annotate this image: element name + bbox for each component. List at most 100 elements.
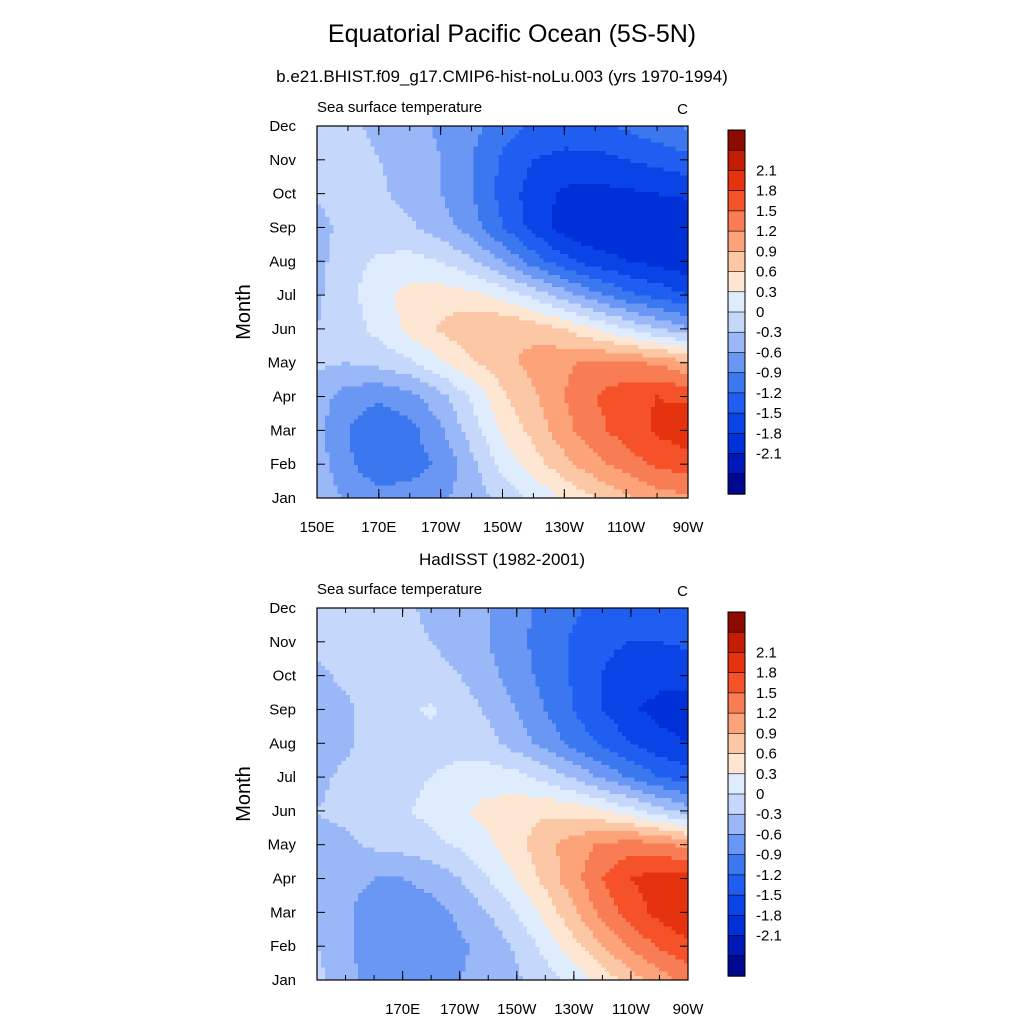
- heatmap-cell: [440, 324, 446, 330]
- heatmap-cell: [457, 183, 462, 189]
- heatmap-cell: [448, 200, 454, 206]
- heatmap-cell: [650, 130, 656, 135]
- heatmap-cell: [370, 196, 376, 201]
- heatmap-cell: [432, 179, 438, 185]
- heatmap-cell: [556, 183, 561, 189]
- heatmap-cell: [605, 225, 611, 230]
- heatmap-cell: [518, 237, 524, 243]
- heatmap-cell: [494, 254, 499, 259]
- heatmap-cell: [337, 295, 343, 301]
- heatmap-cell: [321, 196, 326, 201]
- heatmap-cell: [465, 204, 471, 210]
- heatmap-cell: [502, 192, 508, 197]
- heatmap-cell: [659, 340, 664, 346]
- heatmap-cell: [589, 287, 594, 292]
- heatmap-cell: [667, 126, 673, 131]
- heatmap-cell: [514, 245, 520, 251]
- heatmap-cell: [638, 307, 644, 313]
- heatmap-cell: [370, 159, 376, 164]
- heatmap-cell: [391, 200, 396, 206]
- heatmap-cell: [667, 142, 673, 148]
- heatmap-cell: [432, 188, 438, 193]
- heatmap-cell: [341, 316, 347, 321]
- heatmap-cell: [584, 154, 590, 160]
- heatmap-cell: [436, 179, 442, 185]
- heatmap-cell: [572, 245, 578, 251]
- heatmap-cell: [609, 130, 615, 135]
- heatmap-cell: [683, 320, 689, 325]
- heatmap-cell: [580, 266, 586, 272]
- heatmap-cell: [675, 200, 681, 206]
- heatmap-cell: [518, 295, 524, 301]
- heatmap-cell: [424, 254, 429, 259]
- heatmap-cell: [539, 134, 545, 139]
- heatmap-cell: [659, 316, 664, 321]
- heatmap-cell: [589, 208, 594, 214]
- heatmap-cell: [531, 154, 537, 160]
- heatmap-cell: [634, 266, 640, 272]
- heatmap-cell: [510, 229, 516, 235]
- heatmap-cell: [329, 159, 335, 164]
- heatmap-cell: [605, 316, 611, 321]
- heatmap-cell: [568, 146, 574, 152]
- heatmap-cell: [345, 241, 351, 247]
- heatmap-cell: [547, 303, 553, 309]
- heatmap-cell: [556, 316, 561, 321]
- heatmap-cell: [382, 320, 388, 325]
- heatmap-cell: [345, 254, 351, 259]
- heatmap-cell: [366, 146, 372, 152]
- heatmap-cell: [448, 316, 454, 321]
- heatmap-cell: [453, 159, 458, 164]
- heatmap-cell: [622, 316, 627, 321]
- heatmap-cell: [341, 287, 347, 292]
- heatmap-cell: [477, 134, 483, 139]
- heatmap-cell: [420, 320, 425, 325]
- heatmap-cell: [436, 192, 442, 197]
- heatmap-cell: [354, 245, 359, 251]
- heatmap-cell: [333, 270, 339, 276]
- heatmap-cell: [428, 204, 434, 210]
- heatmap-cell: [642, 225, 648, 230]
- heatmap-cell: [514, 345, 520, 350]
- heatmap-cell: [436, 204, 442, 210]
- heatmap-cell: [333, 126, 339, 131]
- heatmap-cell: [634, 349, 640, 354]
- heatmap-cell: [440, 353, 446, 359]
- heatmap-cell: [564, 175, 570, 181]
- heatmap-cell: [490, 130, 495, 135]
- heatmap-cell: [617, 262, 623, 268]
- heatmap-cell: [584, 130, 590, 135]
- heatmap-cell: [531, 142, 537, 148]
- heatmap-cell: [337, 183, 343, 189]
- heatmap-cell: [469, 146, 475, 152]
- heatmap-cell: [448, 204, 454, 210]
- heatmap-cell: [539, 328, 545, 334]
- heatmap-cell: [477, 225, 483, 230]
- heatmap-cell: [453, 146, 458, 152]
- heatmap-cell: [556, 126, 561, 131]
- heatmap-cell: [679, 270, 685, 276]
- heatmap-cell: [399, 150, 405, 156]
- heatmap-cell: [465, 291, 471, 297]
- heatmap-cell: [547, 171, 553, 177]
- heatmap-cell: [337, 208, 343, 214]
- heatmap-cell: [663, 212, 668, 218]
- heatmap-cell: [675, 336, 681, 342]
- heatmap-cell: [543, 274, 549, 280]
- heatmap-cell: [349, 200, 355, 206]
- heatmap-cell: [444, 336, 450, 342]
- heatmap-cell: [572, 216, 578, 222]
- heatmap-cell: [613, 221, 619, 226]
- heatmap-cell: [411, 278, 417, 284]
- heatmap-cell: [428, 307, 434, 313]
- heatmap-cell: [395, 349, 401, 354]
- heatmap-cell: [626, 216, 631, 222]
- heatmap-cell: [345, 225, 351, 230]
- heatmap-cell: [514, 167, 520, 173]
- heatmap-cell: [448, 130, 454, 135]
- heatmap-cell: [617, 312, 623, 317]
- heatmap-cell: [444, 250, 450, 255]
- heatmap-cell: [679, 183, 685, 189]
- heatmap-cell: [589, 167, 594, 173]
- heatmap-cell: [374, 245, 380, 251]
